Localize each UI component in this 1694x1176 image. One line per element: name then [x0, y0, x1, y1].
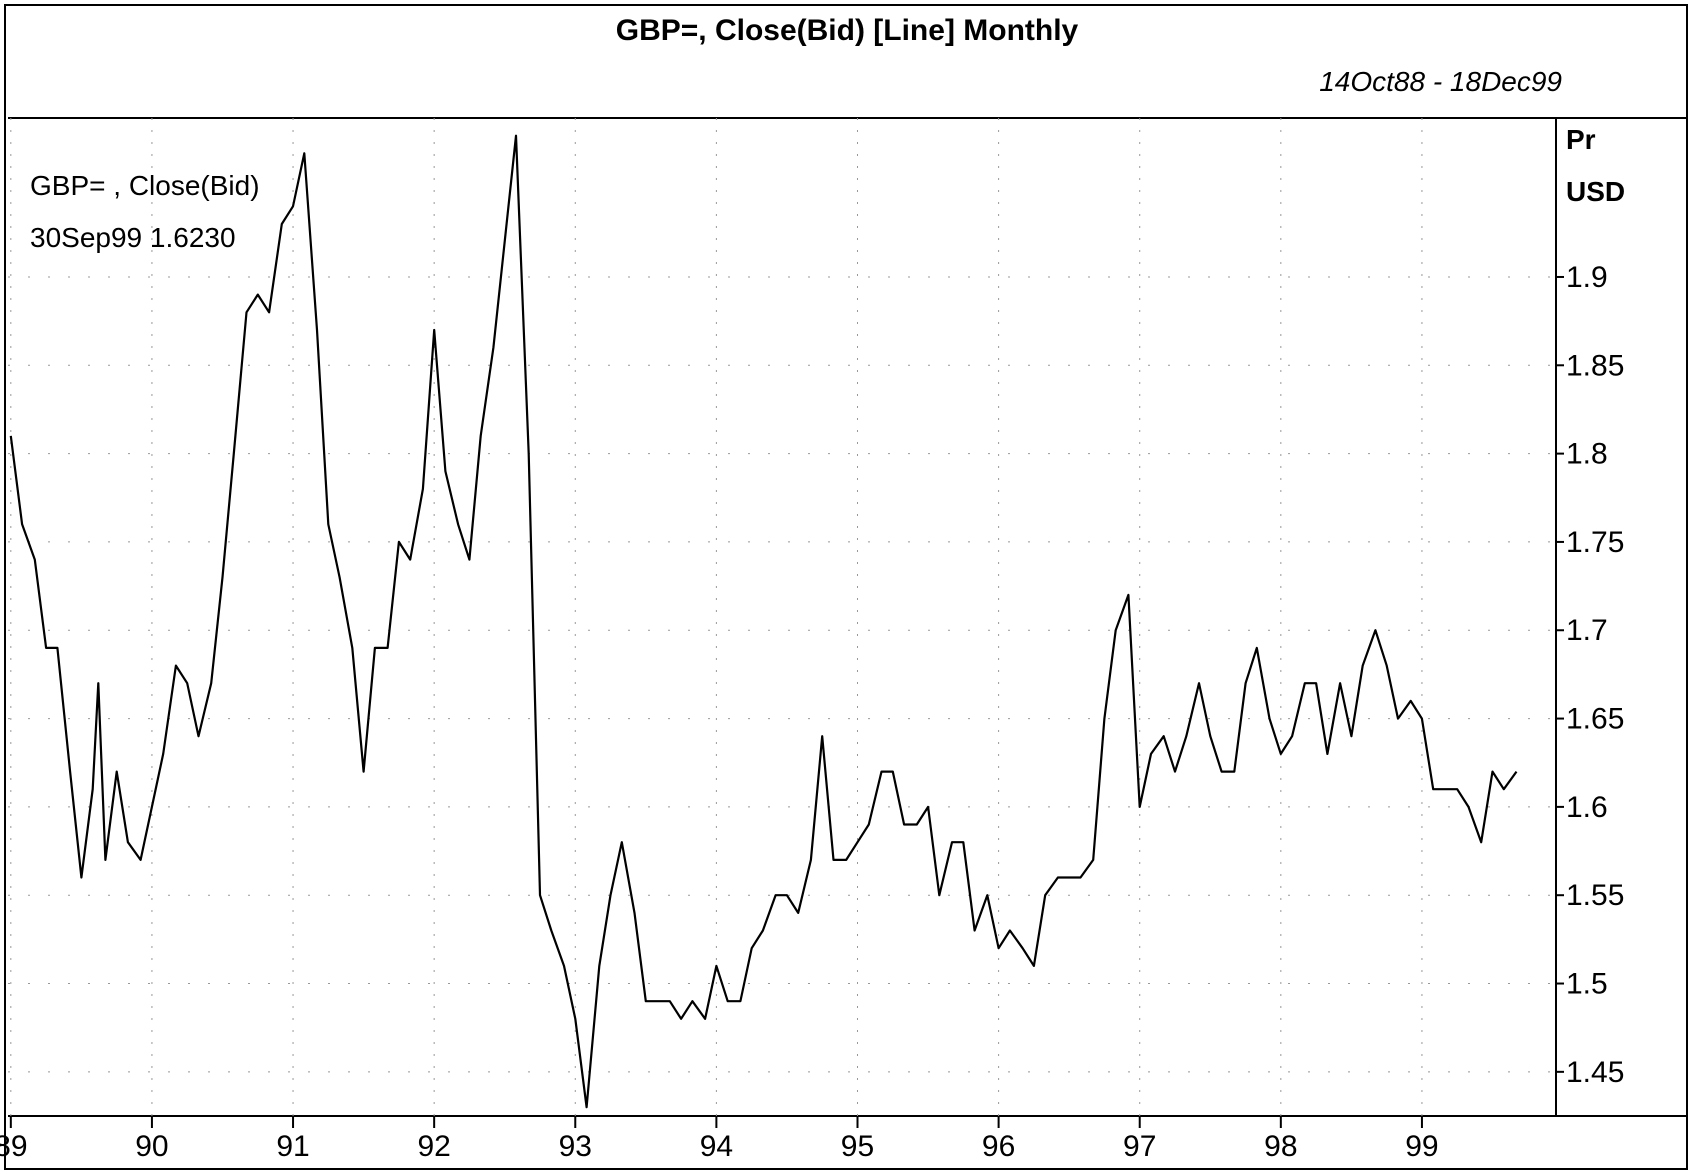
x-tick-label: 94 [700, 1130, 733, 1163]
series-line [9, 134, 1518, 1109]
chart-frame [4, 4, 1688, 1170]
y-tick-label: 1.5 [1566, 968, 1608, 1001]
y-tick-label: 1.9 [1566, 261, 1608, 294]
x-tick-label: 95 [841, 1130, 874, 1163]
x-tick-layer: 89 90 91 92 93 94 95 96 97 98 99 [0, 1116, 1439, 1163]
y-tick-label: 1.65 [1566, 703, 1624, 736]
legend-last-value: 30Sep99 1.6230 [30, 222, 236, 253]
y-tick-label: 1.6 [1566, 791, 1608, 824]
y-tick-label: 1.7 [1566, 614, 1608, 647]
y-tick-label: 1.75 [1566, 526, 1624, 559]
x-tick-label: 98 [1264, 1130, 1297, 1163]
y-unit-line2: USD [1566, 176, 1626, 207]
y-tick-layer: 1.45 1.5 1.55 1.6 1.65 1.7 1.75 1.8 1.85 1.9 [1556, 261, 1624, 1089]
legend: GBP= , Close(Bid) 30Sep99 1.6230 [30, 160, 260, 264]
y-unit-line1: Pr [1566, 124, 1596, 155]
y-tick-label: 1.85 [1566, 349, 1624, 382]
x-tick-label: 91 [276, 1130, 309, 1163]
y-tick-label: 1.55 [1566, 879, 1624, 912]
x-tick-label: 90 [135, 1130, 168, 1163]
x-tick-label: 92 [417, 1130, 450, 1163]
x-tick-label: 96 [982, 1130, 1015, 1163]
date-range-label: 14Oct88 - 18Dec99 [1319, 66, 1562, 97]
x-tick-label: 99 [1405, 1130, 1438, 1163]
y-tick-label: 1.45 [1566, 1056, 1624, 1089]
x-tick-label: 97 [1123, 1130, 1156, 1163]
y-tick-label: 1.8 [1566, 438, 1608, 471]
chart-title: GBP=, Close(Bid) [Line] Monthly [615, 14, 1079, 47]
grid-layer [8, 118, 1556, 1116]
x-tick-label: 89 [0, 1130, 28, 1163]
legend-series-label: GBP= , Close(Bid) [30, 170, 260, 201]
x-tick-label: 93 [559, 1130, 592, 1163]
